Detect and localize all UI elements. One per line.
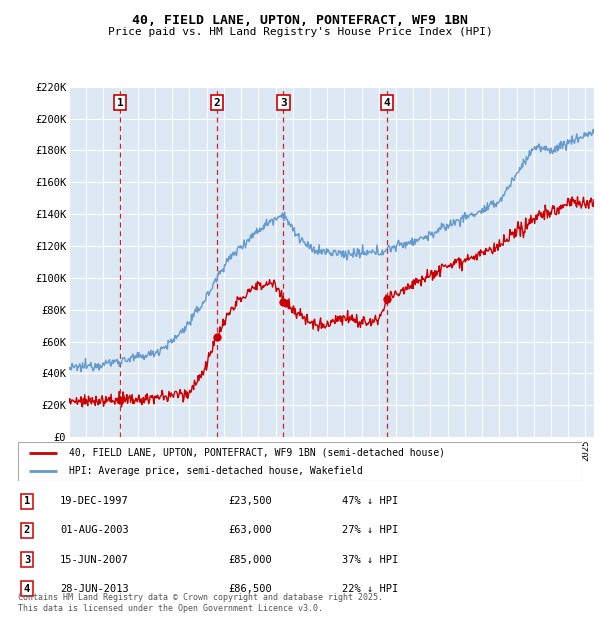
Text: 1: 1 xyxy=(24,496,30,507)
Text: 28-JUN-2013: 28-JUN-2013 xyxy=(60,583,129,594)
Text: 22% ↓ HPI: 22% ↓ HPI xyxy=(342,583,398,594)
Text: £86,500: £86,500 xyxy=(228,583,272,594)
Text: 3: 3 xyxy=(280,97,287,107)
Text: 27% ↓ HPI: 27% ↓ HPI xyxy=(342,525,398,536)
Text: £85,000: £85,000 xyxy=(228,554,272,565)
FancyBboxPatch shape xyxy=(18,442,582,481)
Text: 4: 4 xyxy=(24,583,30,594)
Text: 4: 4 xyxy=(384,97,391,107)
Text: Price paid vs. HM Land Registry's House Price Index (HPI): Price paid vs. HM Land Registry's House … xyxy=(107,27,493,37)
Text: 2: 2 xyxy=(24,525,30,536)
Text: 1: 1 xyxy=(117,97,124,107)
Text: HPI: Average price, semi-detached house, Wakefield: HPI: Average price, semi-detached house,… xyxy=(69,466,362,476)
Text: 01-AUG-2003: 01-AUG-2003 xyxy=(60,525,129,536)
Text: 15-JUN-2007: 15-JUN-2007 xyxy=(60,554,129,565)
Text: £63,000: £63,000 xyxy=(228,525,272,536)
Text: 19-DEC-1997: 19-DEC-1997 xyxy=(60,496,129,507)
Text: Contains HM Land Registry data © Crown copyright and database right 2025.
This d: Contains HM Land Registry data © Crown c… xyxy=(18,593,383,613)
Text: 47% ↓ HPI: 47% ↓ HPI xyxy=(342,496,398,507)
Text: 37% ↓ HPI: 37% ↓ HPI xyxy=(342,554,398,565)
Text: 40, FIELD LANE, UPTON, PONTEFRACT, WF9 1BN: 40, FIELD LANE, UPTON, PONTEFRACT, WF9 1… xyxy=(132,14,468,27)
Text: 40, FIELD LANE, UPTON, PONTEFRACT, WF9 1BN (semi-detached house): 40, FIELD LANE, UPTON, PONTEFRACT, WF9 1… xyxy=(69,448,445,458)
Text: 2: 2 xyxy=(214,97,220,107)
Text: 3: 3 xyxy=(24,554,30,565)
Text: £23,500: £23,500 xyxy=(228,496,272,507)
